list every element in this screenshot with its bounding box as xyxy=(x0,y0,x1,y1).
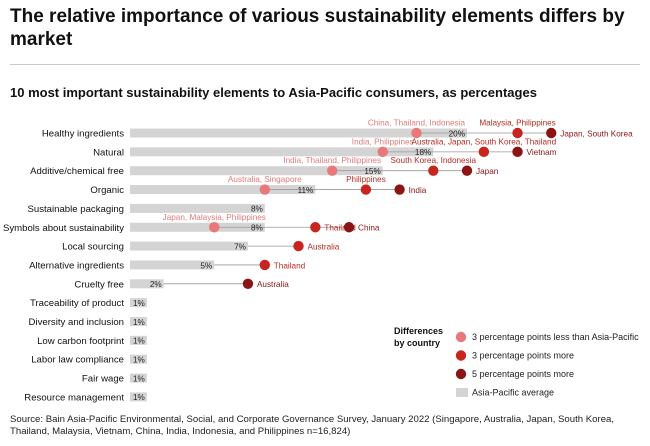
country-dot xyxy=(411,127,422,139)
average-bar xyxy=(130,298,147,308)
legend-label: 3 percentage points less than Asia-Pacif… xyxy=(472,332,639,342)
country-dot xyxy=(242,278,254,289)
category-label: Resource management xyxy=(24,392,124,403)
average-bar xyxy=(130,203,265,213)
country-label: Australia, Singapore xyxy=(228,175,302,184)
average-bar xyxy=(130,373,147,383)
country-label: Japan, South Korea xyxy=(560,129,633,138)
bar-value-label: 2% xyxy=(150,280,162,289)
country-label: Australia, Japan, South Korea, Thailand xyxy=(412,137,557,146)
bar-value-label: 15% xyxy=(364,167,380,176)
country-dot xyxy=(428,165,439,176)
bar-value-label: 5% xyxy=(200,261,212,270)
country-label: India xyxy=(409,186,427,195)
bar-value-label: 18% xyxy=(415,148,431,157)
average-bar xyxy=(130,317,147,326)
category-label: Alternative ingredients xyxy=(29,260,124,271)
category-label: Sustainable packaging xyxy=(27,204,124,215)
country-label: Japan xyxy=(476,167,499,176)
country-label: India, Philippines xyxy=(352,137,414,146)
category-label: Fair wage xyxy=(82,374,124,385)
country-label: India, Thailand, Philippines xyxy=(283,156,381,165)
country-dot xyxy=(512,127,523,139)
country-dot xyxy=(259,259,270,271)
bar-value-label: 11% xyxy=(298,186,314,195)
category-label: Natural xyxy=(93,147,124,158)
country-dot xyxy=(209,222,220,233)
legend-label: 3 percentage points more xyxy=(472,351,574,361)
average-bar xyxy=(130,166,383,176)
country-dot xyxy=(546,127,557,139)
country-dot xyxy=(293,240,304,252)
legend-swatch xyxy=(456,388,468,397)
country-label: Thailand xyxy=(324,224,356,233)
category-label: Organic xyxy=(90,185,124,196)
country-label: Japan, Malaysia, Philippines xyxy=(163,213,266,222)
country-dot xyxy=(478,146,490,158)
category-label: Diversity and inclusion xyxy=(29,317,124,328)
country-dot xyxy=(343,222,355,233)
country-dot xyxy=(259,184,270,195)
bar-value-label: 1% xyxy=(133,374,145,383)
average-bar xyxy=(130,335,147,345)
category-label: Additive/chemical free xyxy=(30,166,124,177)
country-label: Philippines xyxy=(346,175,386,184)
country-label: China, Thailand, Indonesia xyxy=(368,119,466,128)
legend-swatch xyxy=(455,331,467,343)
average-bar xyxy=(130,260,215,270)
country-dot xyxy=(360,184,372,195)
bar-value-label: 1% xyxy=(133,356,145,365)
average-bar xyxy=(130,354,147,364)
bar-value-label: 1% xyxy=(133,337,145,346)
legend-swatch xyxy=(455,350,467,361)
country-label: Thailand xyxy=(274,261,306,270)
country-label: Malaysia, Philippines xyxy=(479,119,555,128)
bar-value-label: 8% xyxy=(251,224,263,233)
bar-value-label: 1% xyxy=(133,299,145,308)
country-dot xyxy=(461,165,473,176)
category-label: Labor law compliance xyxy=(31,355,124,366)
category-label: Traceability of product xyxy=(30,298,124,309)
source-note: Source: Bain Asia-Pacific Environmental,… xyxy=(10,414,615,437)
bar-value-label: 1% xyxy=(133,393,145,402)
legend-title: Differences xyxy=(394,326,443,336)
average-bar xyxy=(130,279,164,289)
divider xyxy=(10,64,640,65)
country-label: China xyxy=(358,224,380,233)
average-bar xyxy=(130,128,467,138)
bar-value-label: 1% xyxy=(133,318,145,327)
category-label: Symbols about sustainability xyxy=(3,223,124,234)
country-label: Australia xyxy=(308,242,340,251)
country-dot xyxy=(394,184,405,195)
average-bar xyxy=(130,392,147,402)
legend-label: Asia-Pacific average xyxy=(472,388,554,398)
category-label: Low carbon footprint xyxy=(37,336,124,347)
country-dot xyxy=(377,146,388,158)
average-bar xyxy=(130,241,248,251)
country-label: Australia xyxy=(257,280,289,289)
legend-title: by country xyxy=(394,338,440,348)
country-dot xyxy=(310,222,321,233)
page-headline: The relative importance of various susta… xyxy=(10,6,625,50)
category-label: Cruelty free xyxy=(74,279,124,290)
average-bar xyxy=(130,222,265,232)
average-bar xyxy=(130,147,434,157)
average-bar xyxy=(130,185,316,195)
bar-value-label: 20% xyxy=(449,129,465,138)
chart-title: 10 most important sustainability element… xyxy=(10,85,537,100)
country-label: Vietnam xyxy=(527,148,557,157)
legend-label: 5 percentage points more xyxy=(472,369,574,379)
bar-value-label: 8% xyxy=(251,205,263,214)
country-label: South Korea, Indonesia xyxy=(391,156,477,165)
country-dot xyxy=(512,146,523,158)
bar-value-label: 7% xyxy=(234,242,246,251)
category-label: Local sourcing xyxy=(62,242,124,253)
category-label: Healthy ingredients xyxy=(42,129,124,140)
country-dot xyxy=(327,165,338,176)
legend-swatch xyxy=(455,368,467,380)
